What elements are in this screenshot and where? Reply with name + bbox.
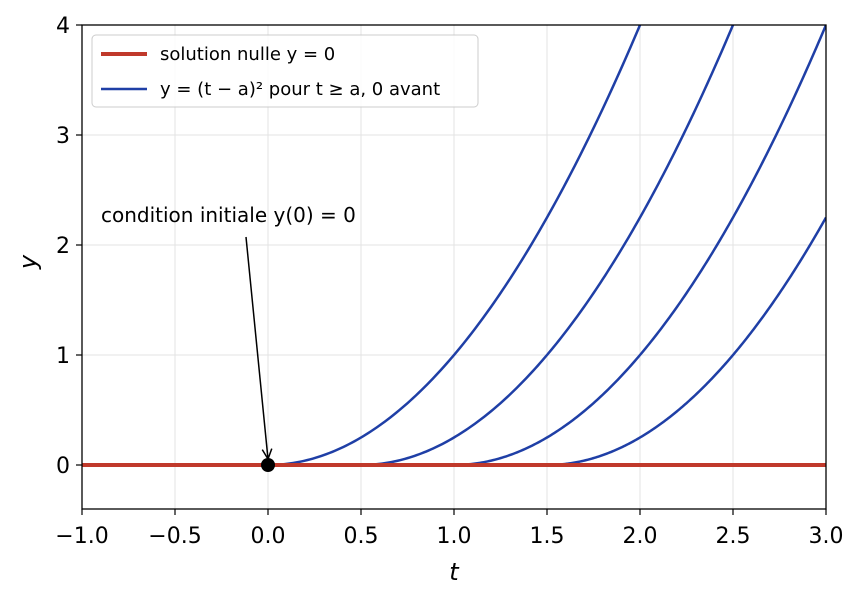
y-tick-label: 1 [56, 344, 70, 369]
annotation: condition initiale y(0) = 0 [101, 203, 356, 461]
legend-box [91, 34, 479, 108]
legend-label-null: solution nulle y = 0 [160, 44, 335, 65]
legend: solution nulle y = 0 y = (t − a)² pour t… [91, 34, 479, 108]
x-tick-label: 2.0 [623, 524, 658, 549]
x-tick-label: 2.5 [716, 524, 751, 549]
x-tick-label: −0.5 [148, 524, 201, 549]
x-axis-ticks: −1.0 −0.5 0.0 0.5 1.0 1.5 2.0 2.5 3.0 [55, 509, 844, 549]
y-axis-ticks: 0 1 2 3 4 [56, 14, 82, 479]
point-layer [261, 458, 275, 472]
curves [82, 25, 826, 467]
family-curve-a-0 [82, 25, 642, 467]
annotation-text: condition initiale y(0) = 0 [101, 203, 356, 227]
family-curve-a-1 [82, 25, 826, 467]
annotation-arrow-head [261, 448, 273, 461]
x-tick-label: 0.0 [251, 524, 286, 549]
y-tick-label: 4 [56, 14, 70, 39]
x-tick-label: 1.0 [437, 524, 472, 549]
family-curve-a-1_5 [82, 216, 826, 467]
y-axis-label: y [14, 254, 42, 270]
initial-condition-point [261, 458, 275, 472]
x-axis-label: t [449, 558, 460, 586]
family-curve-a-0_5 [82, 25, 735, 467]
x-tick-label: 3.0 [809, 524, 844, 549]
y-tick-label: 0 [56, 454, 70, 479]
x-tick-label: 1.5 [530, 524, 565, 549]
legend-label-family: y = (t − a)² pour t ≥ a, 0 avant [160, 79, 440, 100]
y-tick-label: 3 [56, 124, 70, 149]
x-tick-label: −1.0 [55, 524, 108, 549]
x-tick-label: 0.5 [344, 524, 379, 549]
annotation-arrow [245, 236, 269, 460]
y-tick-label: 2 [56, 234, 70, 259]
